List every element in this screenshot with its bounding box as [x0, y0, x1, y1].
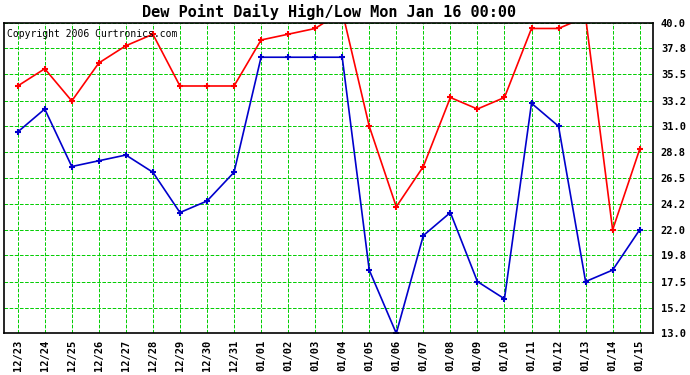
Text: Copyright 2006 Curtronics.com: Copyright 2006 Curtronics.com	[8, 29, 178, 39]
Title: Dew Point Daily High/Low Mon Jan 16 00:00: Dew Point Daily High/Low Mon Jan 16 00:0…	[141, 4, 515, 20]
